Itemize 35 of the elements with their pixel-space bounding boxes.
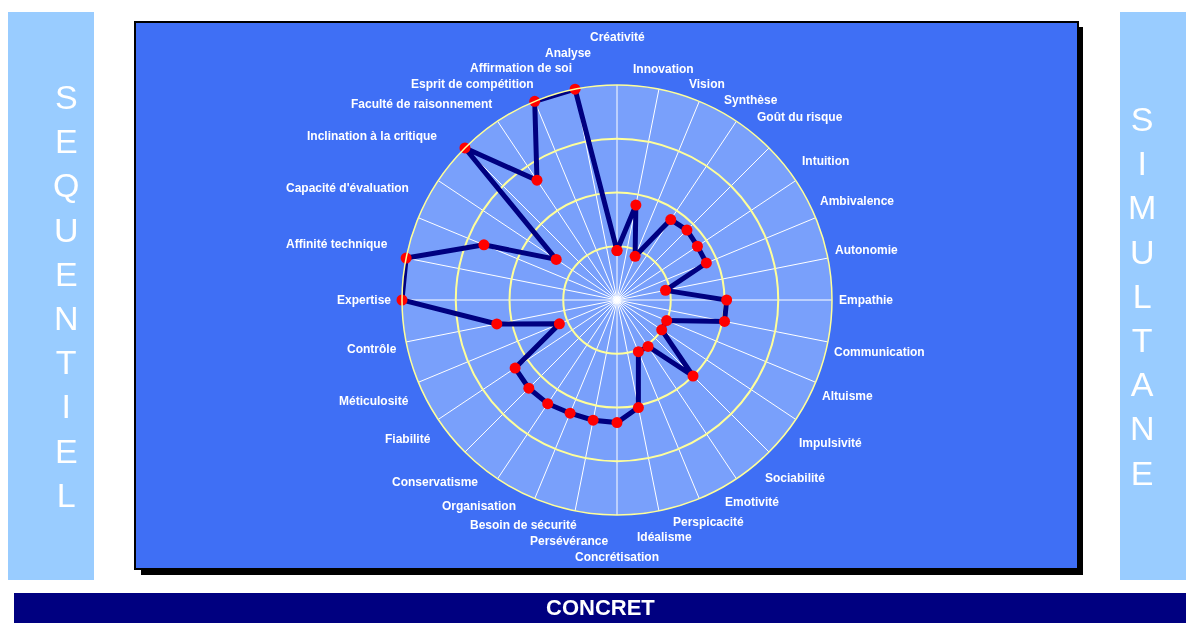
spoke-label: Inclination à la critique: [307, 129, 438, 143]
spoke-label: Concrétisation: [575, 550, 660, 564]
spoke-label: Innovation: [633, 62, 694, 76]
spoke-label: Méticulosité: [339, 394, 409, 408]
spoke-label: Créativité: [590, 30, 646, 44]
spoke-label: Intuition: [802, 154, 850, 168]
spoke-label: Vision: [689, 77, 725, 91]
spoke-label: Emotivité: [725, 495, 780, 509]
spoke-label: Besoin de sécurité: [470, 518, 578, 532]
spoke-label: Altuisme: [822, 389, 873, 403]
text: SIMULTANE: [1128, 100, 1157, 492]
spoke-label: Esprit de compétition: [411, 77, 534, 91]
spoke-label: Persévérance: [530, 534, 609, 548]
spoke-label: Communication: [834, 345, 925, 359]
spoke-label: Fiabilité: [385, 432, 431, 446]
spoke-label: Idéalisme: [637, 530, 693, 544]
text: SEQUENTIEL: [53, 78, 80, 514]
spoke-label: Perspicacité: [673, 515, 745, 529]
spoke-label: Goût du risque: [757, 110, 843, 124]
spoke-label: Empathie: [839, 293, 894, 307]
spoke-label: Impulsivité: [799, 436, 863, 450]
spoke-label: Analyse: [545, 46, 592, 60]
spoke-label: Capacité d'évaluation: [286, 181, 409, 195]
spoke-label: Synthèse: [724, 93, 778, 107]
spoke-label: Faculté de raisonnement: [351, 97, 493, 111]
spoke-label: Conservatisme: [392, 475, 479, 489]
text: CONCRET: [546, 595, 656, 620]
spoke-label: Organisation: [442, 499, 517, 513]
spoke-label: Expertise: [337, 293, 392, 307]
spoke-label: Autonomie: [835, 243, 898, 257]
spoke-label: Affinité technique: [286, 237, 388, 251]
spoke-label: Contrôle: [347, 342, 397, 356]
spoke-label: Affirmation de soi: [470, 61, 573, 75]
spoke-label: Ambivalence: [820, 194, 895, 208]
spoke-label: Sociabilité: [765, 471, 826, 485]
